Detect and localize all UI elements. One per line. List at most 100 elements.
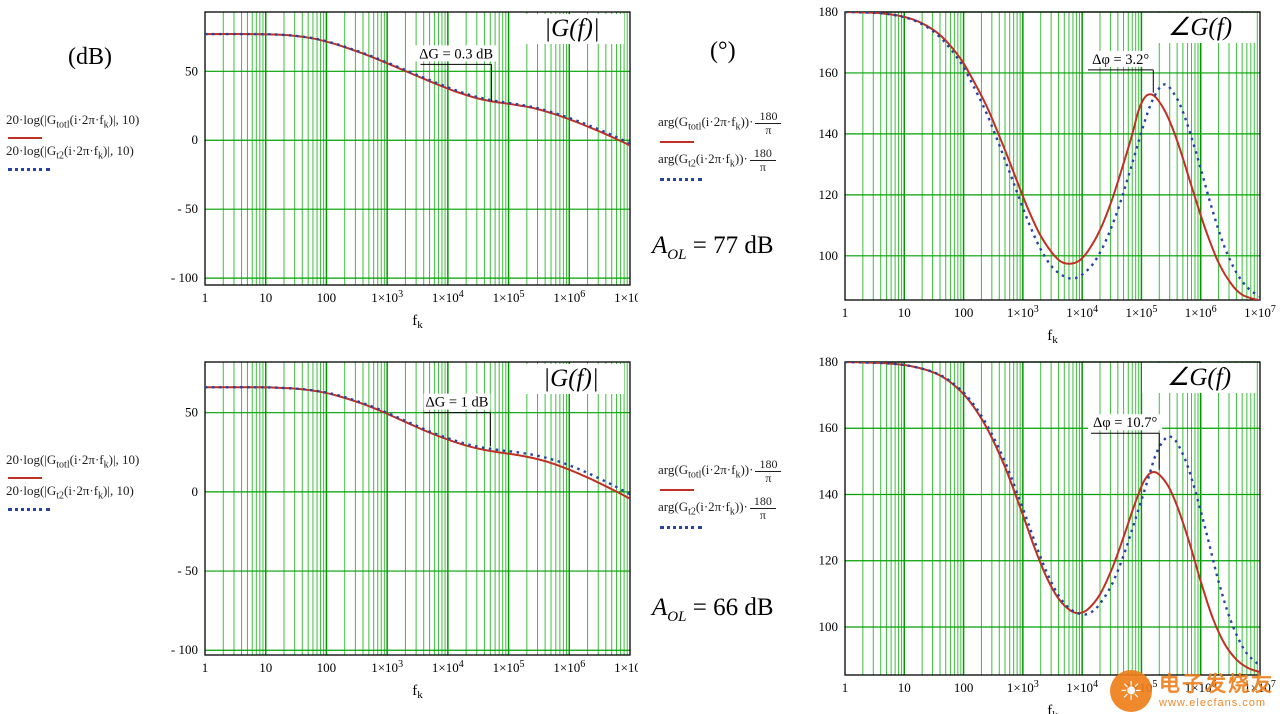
y-tick-label: - 100 [171,642,198,657]
x-tick-label: 1×107 [614,289,638,305]
legend-entry: 20·log(|Gt2(i·2π·fk)|, 10) [6,483,204,512]
x-tick-label: 1×103 [1007,304,1039,320]
plot-frame [844,361,1261,676]
delta-annotation-label: Δφ = 3.2° [1092,52,1149,68]
grid [205,362,630,655]
delta-annotation: ΔG = 0.3 dB [415,45,497,102]
plot-area: 1 10 100 1×103 1×104 1×105 1×106 1×107 50 0 - 50 - … [171,361,646,701]
y-tick-label: - 50 [177,563,198,578]
x-tick-label: 1×107 [1244,304,1276,320]
magnitude-66-plot: 1 10 100 1×103 1×104 1×105 1×106 1×107 50 0 - 50 - … [171,361,646,701]
chart-title-phase-77: ∠G(f) [1144,13,1256,43]
x-tick-label: 100 [954,305,974,320]
x-axis-label: fk [412,313,423,331]
delta-annotation-label: Δφ = 10.7° [1093,415,1157,431]
x-axis-label: fk [412,683,423,701]
plot-area: 1101001×1031×1041×1051×1061×107180160140… [819,354,1276,714]
legend-expression: arg(Gt2(i·2π·fk))· 180 π [658,495,844,521]
y-tick-label: 0 [192,132,199,147]
legend-magnitude-77: 20·log(|Gtotl(i·2π·fk)|, 10) 20·log(|Gt2(… [6,112,204,175]
x-tick-label: 1×106 [1185,679,1217,695]
legend-expression: 20·log(|Gt2(i·2π·fk)|, 10) [6,483,134,502]
phase-77-plot: 1 10 100 1×103 1×104 1×105 1×106 1×107 180 160 140… [819,4,1276,346]
legend-entry: arg(Gtotl(i·2π·fk))· 180 π [658,110,844,144]
x-tick-label: 100 [954,680,974,695]
x-tick-label: 10 [898,680,911,695]
axis-labels: 1 10 100 1×103 1×104 1×105 1×106 1×107 50 0 - 50 - … [171,405,646,701]
legend-line-sample-red-solid [8,137,42,140]
legend-expression: 20·log(|Gtotl(i·2π·fk)|, 10) [6,112,140,131]
chart-title-phase-66: ∠G(f) [1142,363,1256,393]
magnitude-77-plot: 1 10 100 1×103 1×104 1×105 1×106 1×107 50 0 - 50 - … [171,11,646,331]
legend-line-sample-blue-dotted [660,178,702,182]
legend-line-sample-blue-dotted [8,508,50,512]
delta-annotation: Δφ = 3.2° [1087,50,1154,93]
curve-blue-dotted [845,362,1260,667]
x-tick-label: 1×105 [1126,304,1158,320]
delta-annotation: ΔG = 1 dB [423,393,491,446]
chart-panel-phase-66: 1101001×1031×1041×1051×1061×107180160140… [800,350,1280,714]
legend-entry: 20·log(|Gt2(i·2π·fk)|, 10) [6,143,204,172]
delta-annotation-label: ΔG = 0.3 dB [419,46,493,62]
x-tick-label: 1×103 [371,659,403,675]
legend-phase-66: arg(Gtotl(i·2π·fk))· 180 π arg(Gt2(i·2π·fk)… [658,458,844,533]
legend-expression: arg(Gt2(i·2π·fk))· 180 π [658,147,844,173]
y-tick-label: 100 [819,619,839,634]
y-tick-label: 160 [819,420,839,435]
grid [845,11,1260,300]
watermark-title: 电子发烧友 [1159,673,1274,697]
x-tick-label: 1×103 [371,289,403,305]
x-tick-label: 1 [842,305,849,320]
curve-red-solid [845,12,1260,300]
x-tick-label: 1×106 [553,659,585,675]
y-tick-label: 50 [185,63,198,78]
x-tick-label: 1×104 [1066,304,1098,320]
x-tick-label: 10 [898,305,911,320]
x-tick-label: 1×105 [493,659,525,675]
chart-panel-magnitude-66: 1 10 100 1×103 1×104 1×105 1×106 1×107 50 0 - 50 - … [160,350,646,707]
y-tick-label: 180 [819,354,839,369]
x-tick-label: 1×104 [432,659,464,675]
x-tick-label: 1 [202,660,209,675]
x-tick-label: 1 [842,680,849,695]
y-tick-label: 120 [819,187,839,202]
chart-title-magnitude-66: |G(f)| [518,364,624,394]
legend-expression: arg(Gtotl(i·2π·fk))· 180 π [658,110,844,136]
axis-labels: 1 10 100 1×103 1×104 1×105 1×106 1×107 180 160 140… [819,4,1276,346]
chart-panel-phase-77: 1 10 100 1×103 1×104 1×105 1×106 1×107 180 160 140… [800,0,1278,363]
watermark: ☀ 电子发烧友 www.elecfans.com [1110,670,1274,712]
legend-line-sample-red-solid [660,489,694,492]
legend-line-sample-blue-dotted [8,168,50,172]
y-tick-label: - 50 [177,201,198,216]
y-tick-label: 140 [819,486,839,501]
y-tick-label: 0 [192,484,199,499]
delta-annotation-label: ΔG = 1 dB [425,395,488,411]
x-tick-label: 1×103 [1007,679,1039,695]
plot-frame [204,361,631,656]
y-tick-label: 120 [819,553,839,568]
aol-label-77db: AOL = 77 dB [652,232,774,263]
curve-red-solid [845,362,1260,673]
x-tick-label: 10 [259,660,272,675]
x-tick-label: 1×106 [553,289,585,305]
legend-entry: 20·log(|Gtotl(i·2π·fk)|, 10) [6,112,204,140]
watermark-url: www.elecfans.com [1159,696,1267,709]
legend-entry: arg(Gt2(i·2π·fk))· 180 π [658,147,844,182]
aol-label-66db: AOL = 66 dB [652,594,774,625]
y-axis-unit-degrees: (°) [710,38,736,64]
x-tick-label: 1×106 [1185,304,1217,320]
plot-frame [204,11,631,286]
x-tick-label: 10 [259,290,272,305]
legend-entry: 20·log(|Gtotl(i·2π·fk)|, 10) [6,452,204,480]
y-tick-label: 140 [819,126,839,141]
plot-frame [844,11,1261,301]
x-tick-label: 1×104 [432,289,464,305]
curve-blue-dotted [205,386,630,496]
y-tick-label: 100 [819,248,839,263]
curve-blue-dotted [205,32,630,145]
x-tick-label: 100 [317,660,337,675]
legend-entry: arg(Gtotl(i·2π·fk))· 180 π [658,458,844,492]
plot-area: 1 10 100 1×103 1×104 1×105 1×106 1×107 50 0 - 50 - … [171,11,646,331]
legend-line-sample-blue-dotted [660,526,702,530]
